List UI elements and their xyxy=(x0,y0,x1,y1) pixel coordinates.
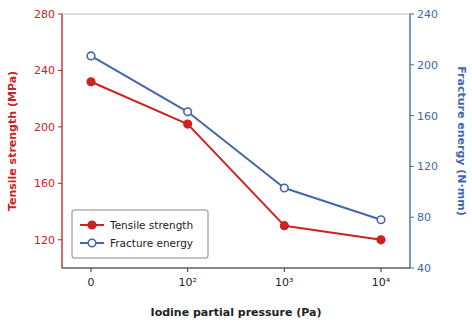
y-axis-line xyxy=(61,14,62,268)
series-marker xyxy=(184,108,192,116)
y2-axis-line xyxy=(409,14,410,268)
y2-tick-label: 80 xyxy=(417,211,431,224)
x-tick-label: 10⁴ xyxy=(372,276,391,289)
legend-label: Fracture energy xyxy=(110,237,193,249)
y2-axis-label: Fracture energy (N·mm) xyxy=(455,66,468,215)
x-tick-label: 10² xyxy=(178,276,196,289)
y2-tick-label: 240 xyxy=(417,8,438,21)
y2-tick-label: 40 xyxy=(417,262,431,275)
x-tick xyxy=(187,268,188,272)
chart: 120 160 200 240 280 40 80 120 160 200 240 0 10² 10³ 10… xyxy=(0,0,472,324)
legend-box xyxy=(72,210,208,258)
y-tick-label: 280 xyxy=(34,8,55,21)
series-marker xyxy=(377,216,385,224)
legend-marker xyxy=(88,221,96,229)
legend-marker xyxy=(88,239,96,247)
y2-tick xyxy=(410,64,414,65)
y2-tick xyxy=(410,217,414,218)
y2-tick-label: 120 xyxy=(417,160,438,173)
y2-tick xyxy=(410,115,414,116)
y-tick-label: 200 xyxy=(34,121,55,134)
y-tick xyxy=(58,239,62,240)
x-tick xyxy=(284,268,285,272)
y2-tick-label: 160 xyxy=(417,110,438,123)
legend-label: Tensile strength xyxy=(109,219,193,231)
series-marker xyxy=(281,222,289,230)
series-marker xyxy=(377,236,385,244)
y-axis-label: Tensile strength (MPa) xyxy=(6,71,19,211)
y-tick-label: 120 xyxy=(34,234,55,247)
legend: Tensile strength Fracture energy xyxy=(72,210,208,258)
y-tick-label: 240 xyxy=(34,64,55,77)
y-tick xyxy=(58,70,62,71)
plot-frame xyxy=(62,14,410,268)
y2-tick xyxy=(410,268,414,269)
x-tick xyxy=(91,268,92,272)
y2-tick xyxy=(410,14,414,15)
series-marker xyxy=(87,52,95,60)
y-tick xyxy=(58,183,62,184)
x-tick-label: 0 xyxy=(88,276,95,289)
series-marker xyxy=(87,78,95,86)
y-tick xyxy=(58,14,62,15)
series-marker xyxy=(184,120,192,128)
x-tick-label: 10³ xyxy=(275,276,293,289)
y2-tick-label: 200 xyxy=(417,59,438,72)
x-tick xyxy=(381,268,382,272)
x-axis-line xyxy=(62,267,410,268)
y2-tick xyxy=(410,166,414,167)
x-axis-label: Iodine partial pressure (Pa) xyxy=(151,306,322,319)
y-tick xyxy=(58,126,62,127)
y-tick-label: 160 xyxy=(34,177,55,190)
series-marker xyxy=(281,184,289,192)
series-line xyxy=(91,56,381,220)
